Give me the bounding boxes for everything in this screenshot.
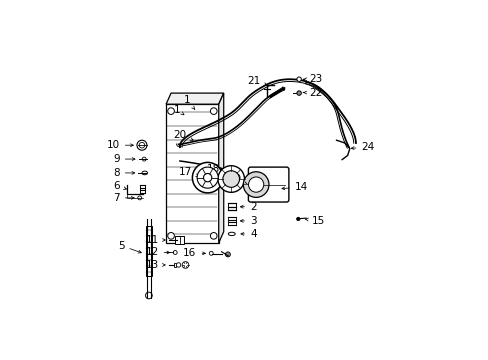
Text: 3: 3 [240, 216, 256, 226]
Circle shape [296, 77, 301, 81]
Circle shape [138, 196, 142, 200]
Polygon shape [166, 104, 218, 243]
Text: 13: 13 [145, 260, 165, 270]
Circle shape [209, 251, 213, 255]
Text: 7: 7 [113, 193, 134, 203]
Text: 5: 5 [118, 240, 141, 253]
Ellipse shape [228, 232, 235, 235]
Text: 1: 1 [183, 95, 194, 109]
Circle shape [223, 171, 239, 187]
Text: 8: 8 [113, 168, 134, 178]
Text: 9: 9 [113, 154, 135, 164]
Bar [173, 263, 176, 267]
Circle shape [192, 162, 223, 193]
Ellipse shape [142, 171, 147, 175]
Text: 14: 14 [282, 183, 307, 192]
Text: 20: 20 [173, 130, 193, 140]
Circle shape [139, 143, 144, 148]
Text: 10: 10 [106, 140, 133, 150]
Circle shape [182, 262, 188, 268]
Circle shape [244, 181, 251, 188]
Circle shape [248, 177, 263, 192]
Polygon shape [218, 93, 224, 243]
Circle shape [145, 292, 152, 299]
Text: 16: 16 [183, 248, 205, 258]
Text: 19: 19 [228, 174, 247, 184]
Text: 12: 12 [145, 247, 169, 257]
Polygon shape [166, 93, 224, 104]
Circle shape [210, 108, 217, 114]
Text: 21: 21 [246, 76, 266, 86]
Circle shape [243, 172, 268, 197]
Circle shape [225, 252, 230, 257]
Text: 23: 23 [303, 74, 322, 84]
Circle shape [197, 167, 218, 188]
Text: 6: 6 [113, 181, 126, 191]
FancyBboxPatch shape [175, 237, 183, 244]
Circle shape [142, 157, 146, 161]
Circle shape [167, 108, 174, 114]
Text: 22: 22 [303, 87, 322, 98]
Circle shape [296, 217, 299, 221]
Text: 11: 11 [145, 235, 165, 245]
Text: 24: 24 [350, 142, 374, 152]
Circle shape [210, 233, 217, 239]
Circle shape [167, 233, 174, 239]
Circle shape [203, 174, 211, 182]
FancyBboxPatch shape [248, 167, 288, 202]
Text: 1: 1 [174, 105, 183, 115]
Circle shape [137, 140, 146, 150]
Circle shape [296, 91, 301, 95]
Text: 18: 18 [206, 164, 226, 175]
Text: 15: 15 [305, 216, 324, 226]
Circle shape [176, 263, 181, 267]
Text: 2: 2 [240, 202, 256, 212]
Circle shape [218, 166, 244, 192]
Text: 4: 4 [241, 229, 256, 239]
Bar [145, 226, 152, 276]
Circle shape [173, 251, 177, 255]
Text: 17: 17 [179, 167, 199, 177]
